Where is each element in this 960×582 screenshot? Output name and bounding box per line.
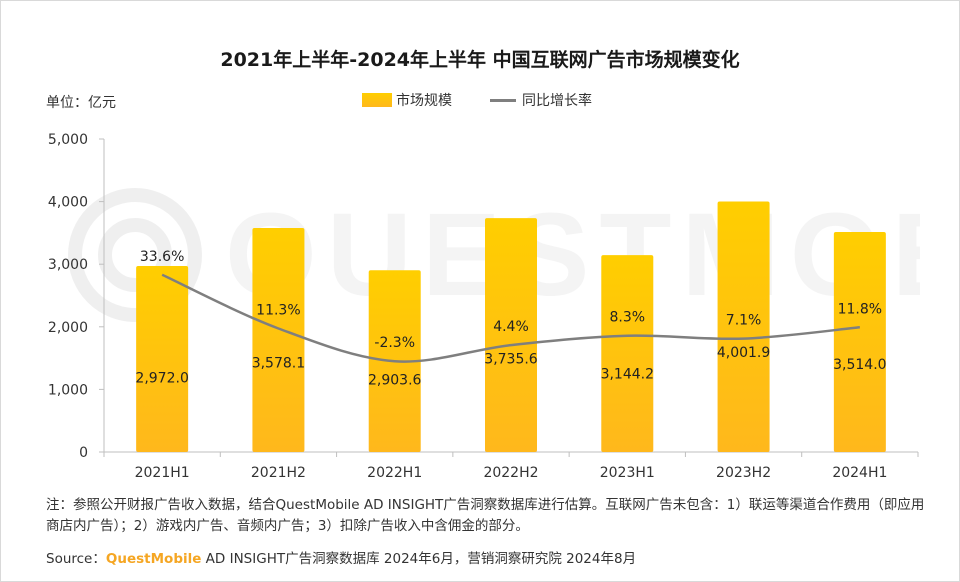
- bar-value-label: 2,903.6: [368, 372, 422, 388]
- legend-item-line: 同比增长率: [490, 90, 592, 110]
- source-rest: AD INSIGHT广告洞察数据库 2024年6月，营销洞察研究院 2024年8…: [201, 551, 637, 567]
- bar-series: [136, 201, 886, 452]
- bar-value-label: 2,972.0: [135, 371, 188, 387]
- unit-label: 单位：亿元: [46, 95, 116, 111]
- x-tick-label: 2021H2: [251, 465, 306, 481]
- bar-2023H2: [717, 201, 770, 452]
- growth-value-label: 8.3%: [609, 310, 645, 326]
- y-tick-label: 4,000: [48, 195, 88, 211]
- bar-2021H2: [252, 228, 305, 452]
- x-tick-label: 2022H1: [367, 465, 422, 481]
- legend-item-bar: 市场规模: [362, 90, 452, 110]
- bar-2024H1: [833, 232, 886, 452]
- footnote: 注：参照公开财报广告收入数据，结合QuestMobile AD INSIGHT广…: [46, 497, 925, 534]
- legend: 市场规模 同比增长率: [0, 90, 960, 112]
- bar-2021H1: [136, 265, 189, 452]
- x-tick-label: 2021H1: [135, 465, 190, 481]
- legend-label-line: 同比增长率: [522, 93, 592, 109]
- y-tick-label: 3,000: [48, 257, 88, 273]
- growth-value-label: -2.3%: [374, 335, 415, 351]
- bar-value-label: 3,144.2: [601, 366, 654, 382]
- chart-title: 2021年上半年-2024年上半年 中国互联网广告市场规模变化: [220, 49, 740, 71]
- bar-2022H2: [485, 218, 537, 452]
- x-axis: 2021H1 2021H2 2022H1 2022H2 2023H1 2023H2 2024…: [103, 451, 919, 481]
- bar-value-label: 3,578.1: [252, 355, 305, 371]
- bar-value-label: 4,001.9: [717, 345, 770, 361]
- y-tick-label: 2,000: [48, 320, 88, 336]
- growth-value-label: 11.8%: [838, 301, 882, 317]
- bar-value-label: 3,735.6: [484, 351, 538, 367]
- bar-value-label: 3,514.0: [833, 357, 886, 373]
- growth-value-label: 4.4%: [493, 319, 529, 335]
- legend-swatch-line: [490, 98, 516, 102]
- y-tick-label: 5,000: [48, 132, 88, 148]
- y-tick-label: 1,000: [48, 382, 88, 398]
- growth-value-label: 11.3%: [256, 302, 300, 318]
- growth-line-series: [161, 273, 860, 363]
- legend-label-bar: 市场规模: [396, 93, 452, 109]
- legend-swatch-bar: [362, 93, 392, 107]
- growth-value-labels: 33.6% 11.3% -2.3% 4.4% 8.3% 7.1% 11.8%: [140, 249, 882, 351]
- source-line: Source：QuestMobile AD INSIGHT广告洞察数据库 202…: [46, 547, 636, 567]
- growth-value-label: 7.1%: [726, 313, 762, 329]
- bar-value-labels: 2,972.0 3,578.1 2,903.6 3,735.6 3,144.2 4,001…: [135, 345, 886, 389]
- bar-2023H1: [601, 255, 654, 452]
- y-axis: 0 1,000 2,000 3,000 4,000 5,000: [48, 132, 105, 461]
- growth-value-label: 33.6%: [140, 249, 184, 265]
- x-tick-label: 2023H1: [600, 465, 655, 481]
- y-tick-label: 0: [79, 445, 88, 461]
- source-brand: QuestMobile: [105, 551, 202, 567]
- growth-line: [161, 273, 860, 363]
- x-tick-label: 2023H2: [716, 465, 771, 481]
- source-prefix: Source：: [46, 551, 106, 567]
- x-tick-label: 2022H2: [483, 465, 538, 481]
- x-tick-label: 2024H1: [832, 465, 887, 481]
